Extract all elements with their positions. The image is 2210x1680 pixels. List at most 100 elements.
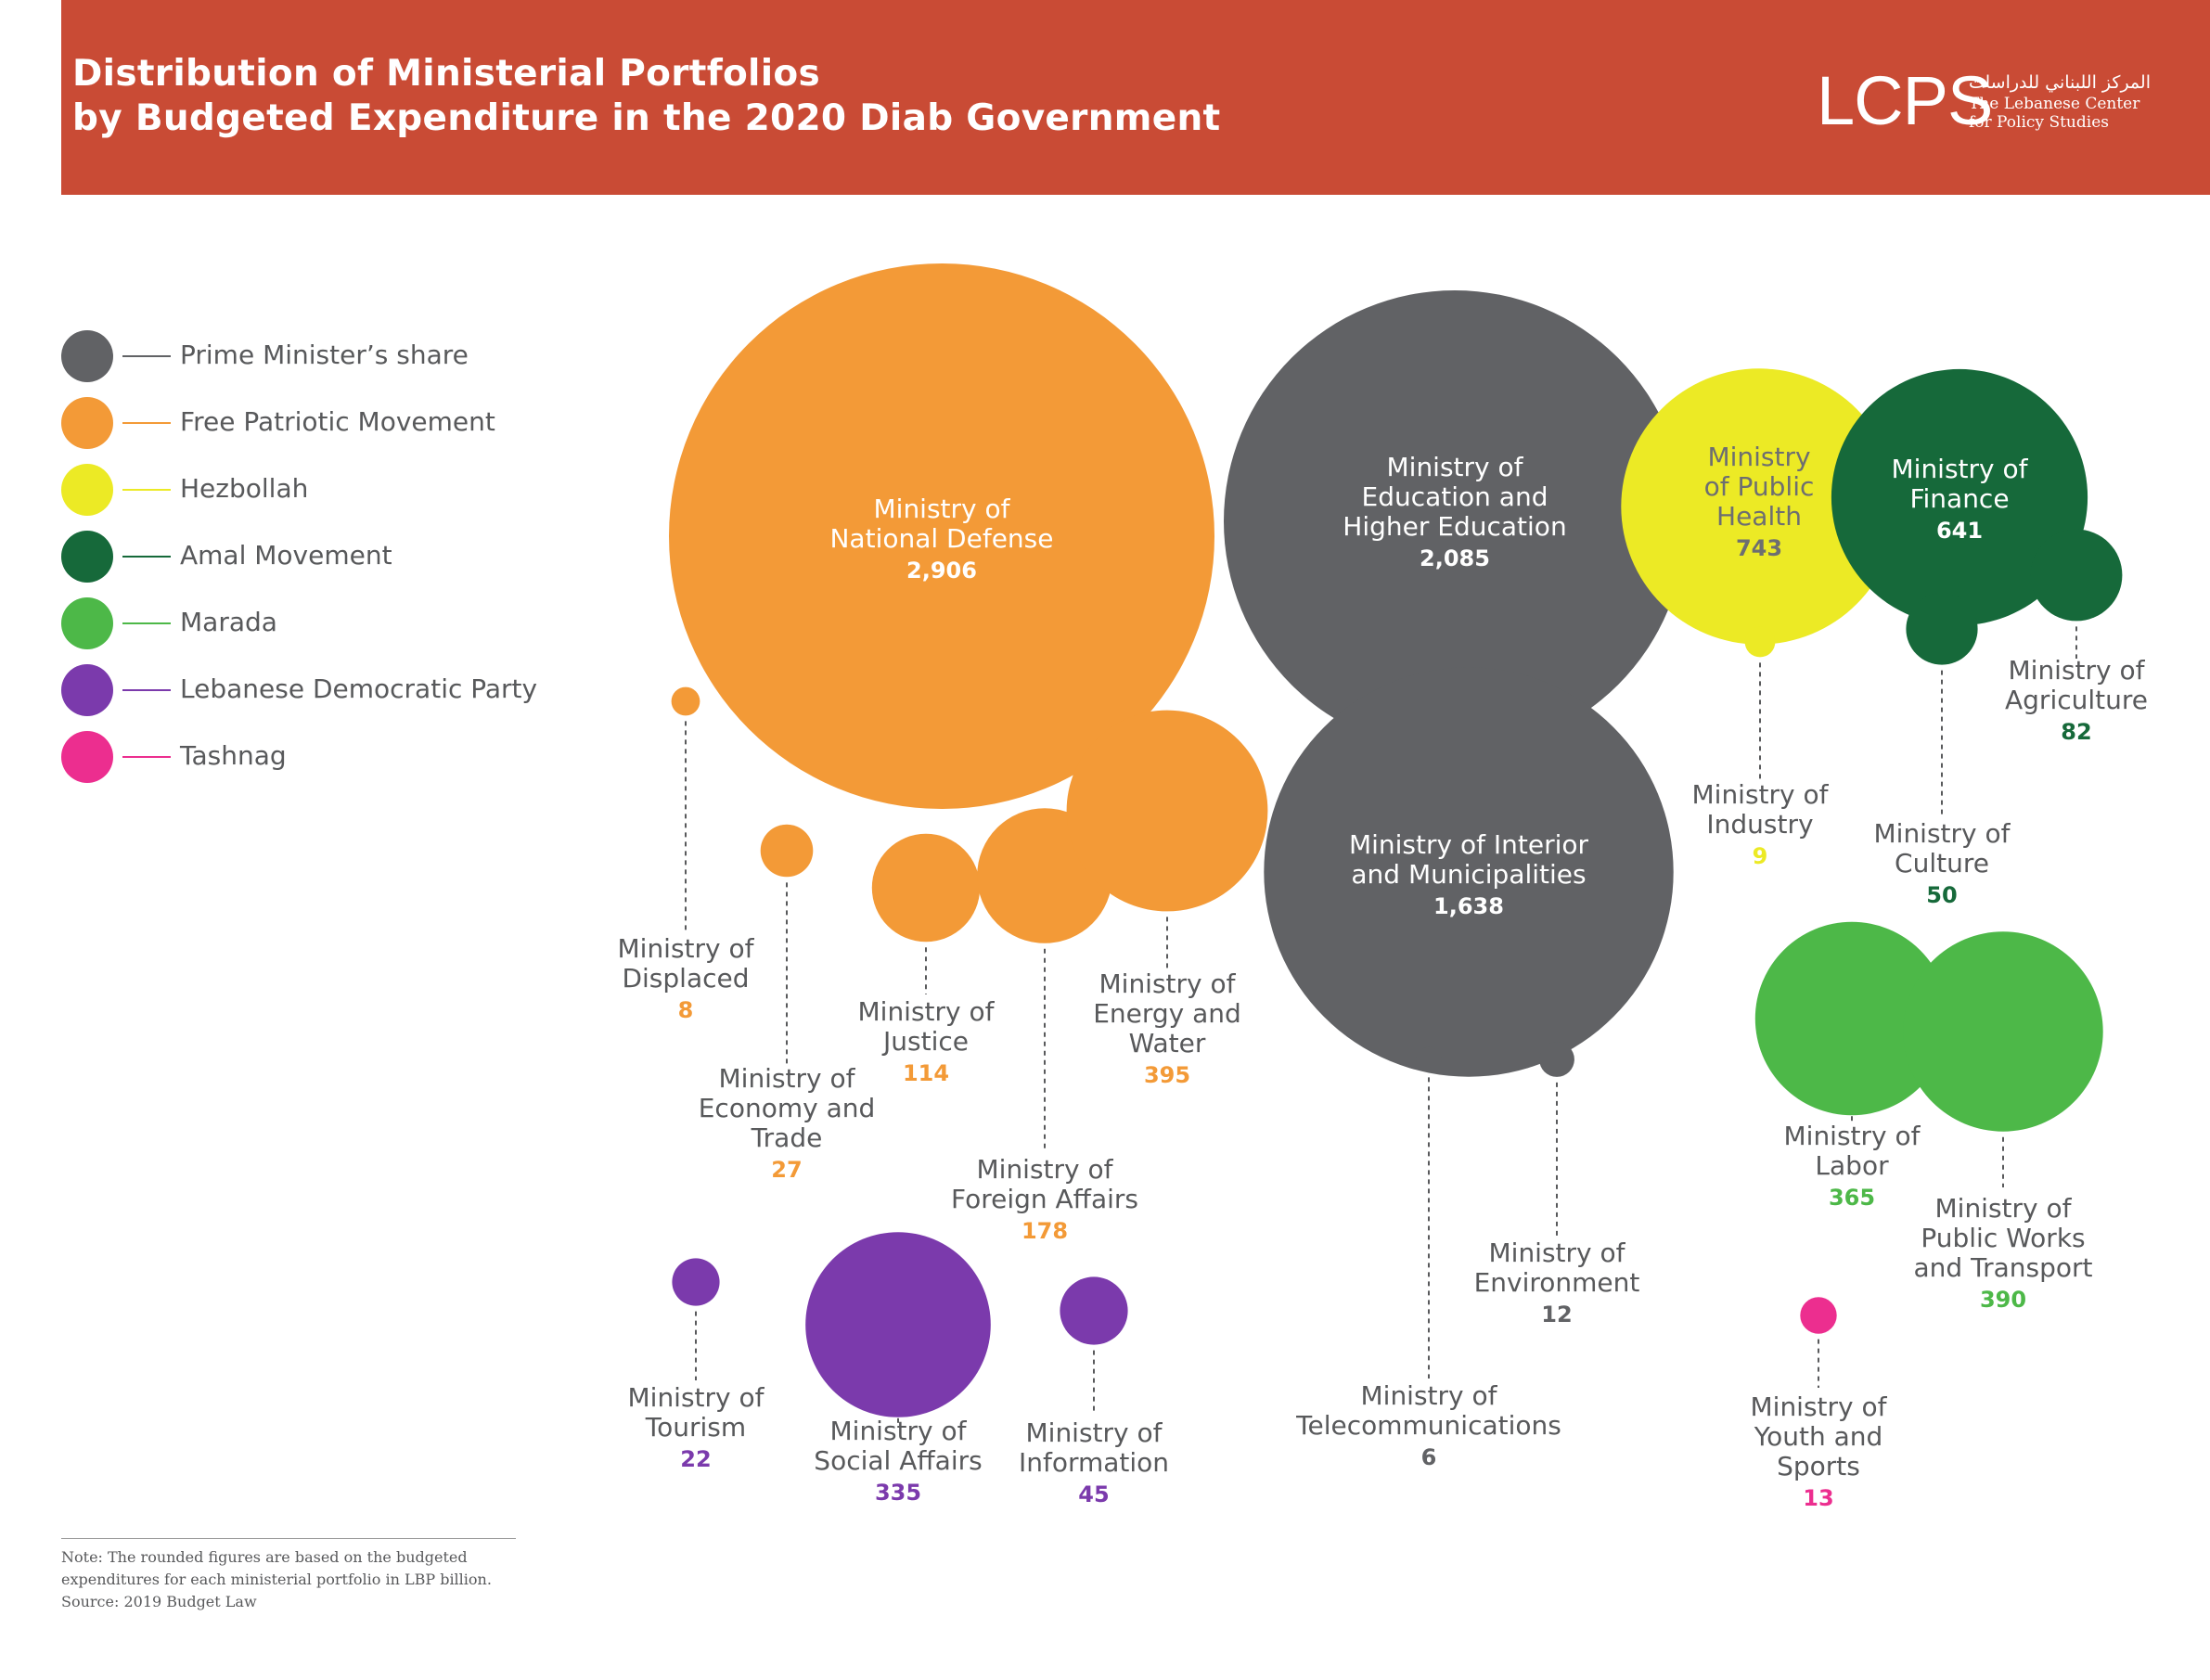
legend-swatch — [61, 731, 113, 783]
ministry-bubble — [1800, 1297, 1837, 1334]
ministry-bubble — [1060, 1276, 1128, 1345]
ministry-value: 6 — [1421, 1444, 1437, 1470]
ministry-label: Ministry of Foreign Affairs — [951, 1154, 1138, 1214]
ministry-bubble-group: Ministry of Justice 114 — [858, 833, 996, 1086]
ministry-bubble — [1831, 368, 2088, 626]
legend-label: Marada — [180, 607, 277, 637]
legend-swatch — [61, 531, 113, 583]
legend-connector — [122, 689, 171, 691]
ministry-label: Ministry of Social Affairs — [814, 1416, 982, 1476]
ministry-value: 114 — [903, 1060, 949, 1086]
ministry-bubble — [871, 833, 981, 943]
source-line: Source: 2019 Budget Law — [61, 1593, 257, 1610]
note-line-1: Note: The rounded figures are based on t… — [61, 1548, 468, 1566]
legend-swatch — [61, 330, 113, 382]
ministry-label: Ministry of National Defense — [829, 494, 1053, 554]
ministry-label: Ministry of Information — [1019, 1417, 1169, 1478]
ministry-bubble-group: Ministry of Youth and Sports 13 — [1751, 1297, 1888, 1511]
header-banner — [61, 0, 2210, 195]
title-line-1: Distribution of Ministerial Portfolios — [72, 53, 821, 95]
ministry-value: 641 — [1936, 518, 1983, 544]
logo-mark: LCPS — [1817, 62, 1993, 139]
ministry-label: Ministry of Labor — [1784, 1121, 1921, 1181]
ministry-bubble — [671, 686, 700, 716]
ministry-value: 743 — [1736, 535, 1782, 561]
legend-connector — [122, 489, 171, 491]
ministry-bubble — [672, 1258, 720, 1306]
ministry-bubble-group: Ministry of Industry 9 — [1692, 626, 1830, 869]
ministry-value: 12 — [1541, 1302, 1572, 1327]
ministry-value: 390 — [1980, 1287, 2026, 1313]
ministry-label: Ministry of Finance — [1892, 454, 2029, 514]
ministry-value: 395 — [1144, 1062, 1190, 1088]
legend-label: Lebanese Democratic Party — [180, 673, 538, 704]
ministry-bubble — [1066, 710, 1268, 912]
ministry-label: Ministry of Displaced — [618, 933, 755, 994]
ministry-label: Ministry of Public Health — [1704, 442, 1815, 532]
ministry-value: 45 — [1078, 1481, 1109, 1507]
legend-label: Amal Movement — [180, 540, 392, 571]
ministry-value: 178 — [1021, 1218, 1068, 1244]
ministry-bubble-group: Ministry of Energy and Water 395 — [1066, 710, 1268, 1088]
legend-swatch — [61, 597, 113, 649]
ministry-bubble — [669, 263, 1214, 809]
ministry-bubble-group: Ministry of Interior and Municipalities 1,… — [1264, 667, 1674, 1077]
legend-label: Free Patriotic Movement — [180, 406, 495, 437]
title-line-2: by Budgeted Expenditure in the 2020 Diab… — [72, 97, 1221, 139]
legend-connector — [122, 355, 171, 357]
ministry-value: 365 — [1829, 1185, 1875, 1211]
ministry-bubble — [1224, 290, 1686, 752]
ministry-label: Ministry of Culture — [1874, 818, 2011, 878]
ministry-value: 22 — [680, 1446, 711, 1472]
ministry-label: Ministry of Interior and Municipalities — [1349, 829, 1589, 890]
ministry-bubble — [1416, 1046, 1442, 1072]
note-line-2: expenditures for each ministerial portfo… — [61, 1571, 492, 1588]
ministry-value: 82 — [2061, 719, 2091, 745]
ministry-bubble — [1744, 626, 1776, 658]
ministry-value: 335 — [875, 1480, 921, 1506]
ministry-bubble-group: Ministry of Information 45 — [1019, 1276, 1169, 1507]
ministry-bubble — [2030, 529, 2123, 622]
ministry-bubble — [805, 1232, 991, 1417]
legend-connector — [122, 622, 171, 624]
ministry-bubble-group: Ministry of Environment 12 — [1474, 1042, 1640, 1327]
ministry-bubble-group: Ministry of Social Affairs 335 — [805, 1232, 991, 1506]
ministry-value: 8 — [678, 997, 694, 1023]
legend-swatch — [61, 397, 113, 449]
ministry-label: Ministry of Energy and Water — [1093, 968, 1241, 1058]
ministry-label: Ministry of Industry — [1692, 779, 1830, 840]
legend-connector — [122, 556, 171, 558]
ministry-value: 2,085 — [1420, 545, 1490, 571]
legend-swatch — [61, 664, 113, 716]
legend-label: Prime Minister’s share — [180, 340, 469, 370]
ministry-bubble-group: Ministry of Agriculture 82 — [2005, 529, 2148, 745]
logo-arabic-name: المركز اللبناني للدراسات — [1969, 72, 2151, 93]
legend-connector — [122, 422, 171, 424]
logo-english-line-1: The Lebanese Center — [1969, 95, 2140, 113]
ministry-bubble-group: Ministry of Culture 50 — [1874, 593, 2011, 908]
ministry-label: Ministry of Youth and Sports — [1751, 1391, 1888, 1481]
ministry-value: 1,638 — [1433, 893, 1504, 919]
ministry-value: 2,906 — [906, 558, 977, 584]
ministry-label: Ministry of Environment — [1474, 1238, 1640, 1298]
legend-label: Hezbollah — [180, 473, 309, 504]
ministry-bubble — [1903, 931, 2103, 1132]
chart-title: Distribution of Ministerial Portfolios b… — [72, 52, 1220, 141]
legend-swatch — [61, 464, 113, 516]
ministry-label: Ministry of Public Works and Transport — [1914, 1193, 2093, 1283]
ministry-bubble — [1539, 1042, 1574, 1077]
ministry-value: 13 — [1803, 1485, 1833, 1511]
ministry-bubble-group: Ministry of Telecommunications 6 — [1295, 1046, 1561, 1470]
ministry-bubble — [1906, 593, 1978, 665]
logo-english-name: The Lebanese Center for Policy Studies — [1969, 95, 2139, 132]
ministry-bubble — [760, 824, 814, 878]
ministry-label: Ministry of Economy and Trade — [699, 1063, 876, 1153]
ministry-value: 50 — [1926, 882, 1957, 908]
ministry-bubble — [1264, 667, 1674, 1077]
ministry-value: 9 — [1753, 843, 1768, 869]
ministry-label: Ministry of Justice — [858, 996, 996, 1057]
ministry-label: Ministry of Agriculture — [2005, 655, 2148, 715]
logo-english-line-2: for Policy Studies — [1969, 113, 2109, 132]
ministry-label: Ministry of Education and Higher Education — [1343, 452, 1566, 542]
